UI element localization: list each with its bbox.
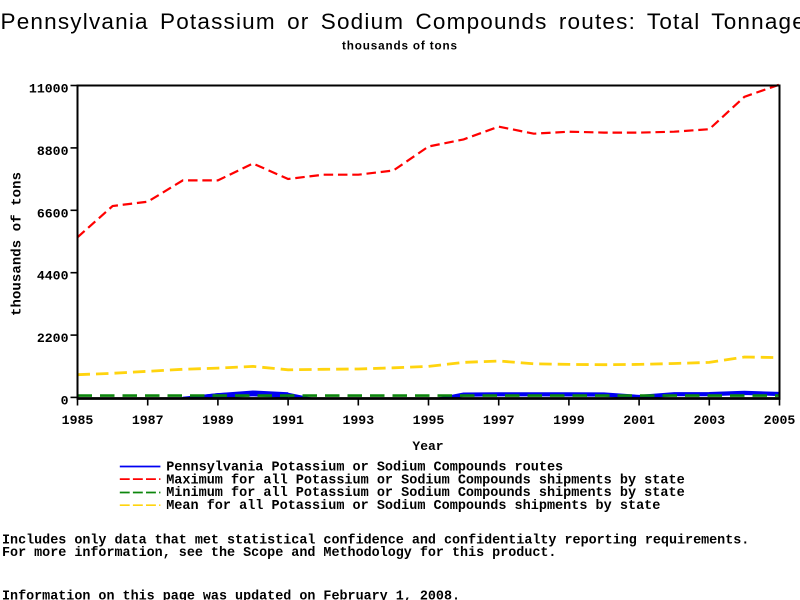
svg-text:Year: Year [412,439,443,454]
svg-text:Pennsylvania Potassium or Sodi: Pennsylvania Potassium or Sodium Compoun… [1,9,800,34]
svg-text:1989: 1989 [202,413,234,428]
svg-text:2200: 2200 [37,331,69,346]
svg-text:2001: 2001 [623,413,655,428]
svg-text:6600: 6600 [37,206,69,221]
svg-text:4400: 4400 [37,269,69,284]
svg-text:Includes only data that met st: Includes only data that met statistical … [2,534,749,549]
svg-text:Minimum for all Potassium or S: Minimum for all Potassium or Sodium Comp… [166,486,684,501]
svg-text:1995: 1995 [413,413,445,428]
svg-text:1985: 1985 [62,413,94,428]
svg-text:thousands of tons: thousands of tons [10,172,26,316]
svg-text:Mean for all Potassium or Sodi: Mean for all Potassium or Sodium Compoun… [166,499,660,514]
svg-text:2005: 2005 [764,413,796,428]
svg-text:1999: 1999 [553,413,585,428]
svg-text:For more information, see the: For more information, see the Scope and … [2,546,556,561]
svg-text:Maximum for all Potassium or S: Maximum for all Potassium or Sodium Comp… [166,473,684,488]
svg-text:1987: 1987 [132,413,164,428]
svg-text:8800: 8800 [37,144,69,159]
svg-text:0: 0 [61,393,69,408]
svg-text:1991: 1991 [272,413,304,428]
svg-text:Pennsylvania Potassium or Sodi: Pennsylvania Potassium or Sodium Compoun… [166,461,563,476]
svg-text:1993: 1993 [342,413,374,428]
svg-text:thousands of tons: thousands of tons [342,39,457,52]
svg-text:11000: 11000 [29,82,69,97]
svg-text:Information on this page was u: Information on this page was updated on … [2,590,460,600]
svg-text:1997: 1997 [483,413,515,428]
svg-text:2003: 2003 [693,413,725,428]
